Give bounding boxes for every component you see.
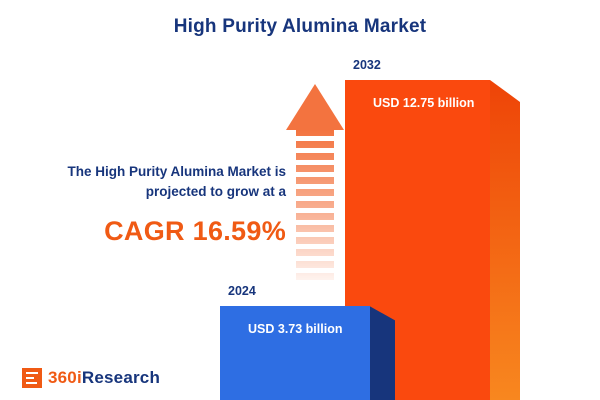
page-title: High Purity Alumina Market [173, 16, 427, 37]
bar-2032-value-label: USD 12.75 billion [373, 95, 475, 110]
logo-text-part1: 360i [48, 368, 82, 387]
logo-text: 360iResearch [48, 368, 160, 388]
cagr-value: CAGR 16.59% [104, 215, 286, 246]
bar-2032-year-label: 2032 [353, 57, 381, 72]
logo-text-part2: Research [81, 368, 161, 387]
logo-icon [22, 368, 42, 388]
bar-2024: 2024 USD 3.73 billion [220, 284, 395, 400]
growth-arrow-icon [286, 84, 344, 286]
bar-2024-front-face [220, 306, 370, 400]
arrow-dashed-shaft [296, 129, 334, 284]
bar-2032-side-face [490, 79, 520, 400]
annotation-line-1: The High Purity Alumina Market is [67, 164, 286, 179]
bar-2024-side-face [370, 306, 395, 400]
growth-annotation: The High Purity Alumina Market is projec… [18, 162, 286, 251]
brand-logo: 360iResearch [22, 368, 160, 388]
bar-2024-year-label: 2024 [228, 284, 256, 299]
annotation-line-2: projected to grow at a [145, 184, 286, 200]
bar-2024-value-label: USD 3.73 billion [248, 322, 343, 337]
arrow-head-icon [286, 84, 344, 130]
